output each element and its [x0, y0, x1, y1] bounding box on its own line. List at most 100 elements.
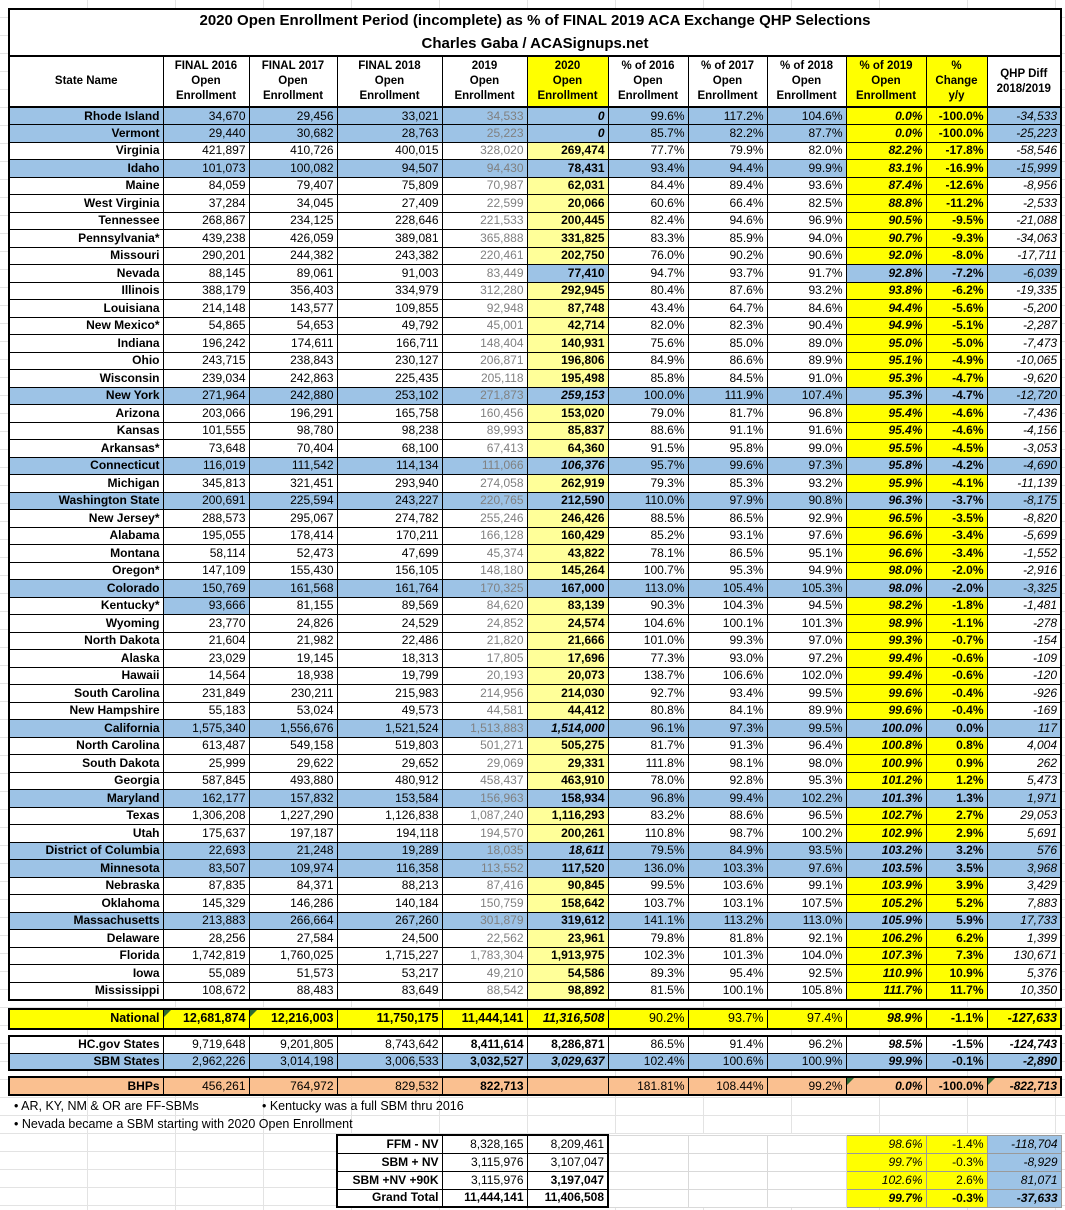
cell-qhp-diff[interactable]: -12,720 — [986, 386, 1062, 405]
cell-oe-2019[interactable]: 1,783,304 — [441, 946, 528, 965]
cell-oe-2020[interactable]: 259,153 — [526, 386, 609, 405]
sheet-title-cell[interactable]: 2020 Open Enrollment Period (incomplete)… — [8, 8, 1062, 57]
cell-pct-change[interactable]: 2.9% — [925, 824, 988, 843]
state-name[interactable]: New Hampshire — [8, 701, 164, 720]
cell-final-2016[interactable]: 162,177 — [162, 789, 250, 808]
cell-oe-2020[interactable]: 262,919 — [526, 474, 609, 493]
cell-final-2018[interactable]: 230,127 — [336, 351, 443, 370]
state-name[interactable]: Arkansas* — [8, 439, 164, 458]
cell-final-2018[interactable]: 88,213 — [336, 876, 443, 895]
cell-pct-2017[interactable]: 66.4% — [687, 194, 768, 213]
cell-final-2017[interactable]: 98,780 — [248, 421, 338, 440]
cell-pct-change[interactable]: -1.1% — [925, 614, 988, 633]
cell-final-2016[interactable]: 21,604 — [162, 631, 250, 650]
cell-final-2016[interactable]: 196,242 — [162, 334, 250, 353]
cell-pct-2018[interactable]: 90.6% — [766, 246, 847, 265]
cell-pct-2018[interactable]: 97.4% — [766, 1008, 847, 1030]
cell-pct-2019[interactable]: 98.5% — [845, 1035, 927, 1054]
cell-pct-2018[interactable]: 84.6% — [766, 299, 847, 318]
cell-pct-2017[interactable]: 94.6% — [687, 211, 768, 230]
state-name[interactable]: Nevada — [8, 264, 164, 283]
cell-final-2016[interactable]: 83,507 — [162, 859, 250, 878]
cell-qhp-diff[interactable]: -124,743 — [986, 1035, 1062, 1054]
cell-pct-2016[interactable]: 113.0% — [607, 579, 689, 598]
cell-oe-2019[interactable]: 44,581 — [441, 701, 528, 720]
cell-pct-2018[interactable]: 89.9% — [766, 351, 847, 370]
cell-pct-change[interactable]: -6.2% — [925, 281, 988, 300]
cell-final-2017[interactable]: 53,024 — [248, 701, 338, 720]
cell-pct-2016[interactable]: 82.0% — [607, 316, 689, 335]
cell-final-2018[interactable]: 68,100 — [336, 439, 443, 458]
cell-qhp-diff[interactable]: -6,039 — [986, 264, 1062, 283]
cell-pct-2018[interactable]: 102.0% — [766, 666, 847, 685]
col-header-final-2017[interactable]: FINAL 2017 Open Enrollment — [248, 55, 338, 108]
cell-oe-2019[interactable]: 11,444,141 — [441, 1188, 528, 1208]
cell-final-2016[interactable]: 268,867 — [162, 211, 250, 230]
cell-pct-2019[interactable]: 94.9% — [845, 316, 927, 335]
cell-pct-change[interactable]: -0.7% — [925, 631, 988, 650]
cell-final-2018[interactable]: 75,809 — [336, 176, 443, 195]
col-header-pct-2016[interactable]: % of 2016 Open Enrollment — [607, 55, 689, 108]
cell-final-2018[interactable]: 334,979 — [336, 281, 443, 300]
cell-pct-2016[interactable]: 96.8% — [607, 789, 689, 808]
cell-pct-2017[interactable]: 93.0% — [687, 649, 768, 668]
cell-oe-2020[interactable]: 24,574 — [526, 614, 609, 633]
cell-final-2017[interactable]: 178,414 — [248, 526, 338, 545]
cell-pct-change[interactable]: -4.7% — [925, 369, 988, 388]
cell-final-2017[interactable]: 24,826 — [248, 614, 338, 633]
cell-pct-2018[interactable]: 107.5% — [766, 894, 847, 913]
cell-pct-2019[interactable]: 90.7% — [845, 229, 927, 248]
cell-pct-2019[interactable]: 105.9% — [845, 911, 927, 930]
cell-qhp-diff[interactable]: -1,552 — [986, 544, 1062, 563]
cell-pct-change[interactable]: -1.4% — [925, 1134, 988, 1154]
cell-pct-2017[interactable]: 95.4% — [687, 964, 768, 983]
cell-final-2016[interactable]: 345,813 — [162, 474, 250, 493]
cell-final-2018[interactable]: 49,792 — [336, 316, 443, 335]
cell-pct-2016[interactable]: 110.8% — [607, 824, 689, 843]
cell-final-2016[interactable]: 2,962,226 — [162, 1052, 250, 1071]
state-name[interactable]: Delaware — [8, 929, 164, 948]
cell-pct-2016[interactable]: 85.2% — [607, 526, 689, 545]
cell-pct-2019[interactable]: 99.6% — [845, 684, 927, 703]
cell-oe-2019[interactable]: 22,562 — [441, 929, 528, 948]
cell-final-2018[interactable]: 91,003 — [336, 264, 443, 283]
cell-pct-2018[interactable]: 82.5% — [766, 194, 847, 213]
cell-final-2016[interactable]: 175,637 — [162, 824, 250, 843]
cell-pct-2016[interactable]: 82.4% — [607, 211, 689, 230]
cell-pct-2019[interactable]: 111.7% — [845, 981, 927, 1000]
cell-pct-2016[interactable]: 77.7% — [607, 141, 689, 160]
cell-final-2018[interactable]: 243,227 — [336, 491, 443, 510]
cell-oe-2020[interactable]: 77,410 — [526, 264, 609, 283]
cell-final-2016[interactable]: 87,835 — [162, 876, 250, 895]
cell-pct-2019[interactable]: 103.5% — [845, 859, 927, 878]
cell-pct-2017[interactable]: 91.3% — [687, 736, 768, 755]
cell-final-2018[interactable]: 19,799 — [336, 666, 443, 685]
cell-qhp-diff[interactable]: -34,063 — [986, 229, 1062, 248]
cell-pct-2018[interactable]: 96.5% — [766, 806, 847, 825]
cell-pct-2019[interactable]: 99.4% — [845, 666, 927, 685]
cell-pct-2017[interactable]: 85.9% — [687, 229, 768, 248]
cell-pct-2016[interactable]: 102.3% — [607, 946, 689, 965]
cell-oe-2019[interactable]: 24,852 — [441, 614, 528, 633]
cell-qhp-diff[interactable]: -17,711 — [986, 246, 1062, 265]
cell-qhp-diff[interactable]: -8,929 — [986, 1152, 1062, 1172]
cell-qhp-diff[interactable]: -5,200 — [986, 299, 1062, 318]
state-name[interactable]: Missouri — [8, 246, 164, 265]
cell-pct-2016[interactable]: 81.5% — [607, 981, 689, 1000]
cell-pct-2016[interactable]: 111.8% — [607, 754, 689, 773]
cell-oe-2019[interactable]: 45,001 — [441, 316, 528, 335]
cell-final-2016[interactable]: 28,256 — [162, 929, 250, 948]
cell-pct-2019[interactable]: 99.7% — [845, 1152, 927, 1172]
cell-oe-2020[interactable]: 20,066 — [526, 194, 609, 213]
cell-pct-change[interactable]: -7.2% — [925, 264, 988, 283]
cell-pct-change[interactable]: -0.4% — [925, 684, 988, 703]
cell-pct-change[interactable]: -100.0% — [925, 124, 988, 143]
cell-pct-2019[interactable]: 101.3% — [845, 789, 927, 808]
cell-oe-2020[interactable]: 158,934 — [526, 789, 609, 808]
cell-pct-2019[interactable]: 99.6% — [845, 701, 927, 720]
cell-oe-2019[interactable]: 29,069 — [441, 754, 528, 773]
cell-final-2017[interactable]: 88,483 — [248, 981, 338, 1000]
cell-pct-2019[interactable]: 99.9% — [845, 1052, 927, 1071]
state-name[interactable]: Kansas — [8, 421, 164, 440]
cell-pct-2018[interactable]: 94.9% — [766, 561, 847, 580]
